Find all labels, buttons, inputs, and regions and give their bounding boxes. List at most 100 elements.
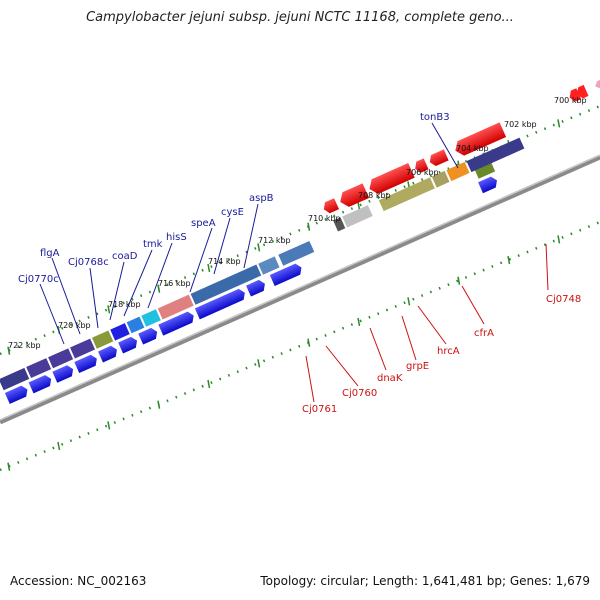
reverse-leaders — [305, 243, 549, 403]
leader-line — [243, 203, 259, 269]
gene-arrow-reverse — [323, 198, 340, 214]
feature-box — [141, 309, 161, 327]
kbp-label: 706 kbp — [406, 168, 439, 177]
gene-label-dnaK[interactable]: dnaK — [377, 373, 403, 384]
gene-arrow — [98, 345, 117, 363]
gene-label-aspB[interactable]: aspB — [249, 193, 274, 204]
gene-label-cysE[interactable]: cysE — [221, 207, 244, 218]
kbp-label: 704 kbp — [456, 144, 489, 153]
gene-label-tonB3[interactable]: tonB3 — [420, 112, 450, 123]
feature-box — [126, 316, 145, 334]
gene-arrow-reverse — [429, 149, 449, 167]
ruler-tick — [207, 263, 211, 273]
gene-arrow — [74, 354, 97, 374]
kbp-label: 702 kbp — [504, 120, 537, 129]
gene-label-Cj0761[interactable]: Cj0761 — [302, 404, 337, 415]
gene-label-coaD[interactable]: coaD — [112, 251, 138, 262]
feature-box — [258, 256, 280, 275]
gene-arrow-reverse — [455, 122, 507, 156]
ruler-tick — [357, 317, 361, 327]
ruler-tick — [257, 243, 261, 252]
feature-box — [473, 160, 496, 179]
gene-label-speA[interactable]: speA — [191, 218, 216, 229]
feature-box — [91, 330, 114, 349]
kbp-label: 716 kbp — [158, 279, 191, 288]
gene-label-Cj0770c[interactable]: Cj0770c — [18, 274, 59, 285]
feature-box — [466, 137, 525, 173]
leader-line — [109, 261, 125, 321]
forward-leaders — [39, 122, 459, 345]
gene-arrow — [246, 279, 265, 297]
ruler-tick — [157, 400, 161, 409]
feature-box — [378, 177, 435, 212]
kbp-label: 718 kbp — [108, 300, 141, 309]
leader-line — [461, 285, 485, 325]
ruler-tick — [7, 346, 11, 355]
forward-features — [0, 160, 497, 404]
gene-label-Cj0760[interactable]: Cj0760 — [342, 388, 377, 399]
gene-arrow — [158, 311, 194, 336]
kbp-label: 700 kbp — [554, 96, 587, 105]
reverse-features — [323, 77, 600, 232]
leader-line — [325, 345, 359, 387]
feature-box — [157, 294, 194, 320]
feature-box — [446, 161, 470, 182]
kbp-label: 720 kbp — [58, 321, 91, 330]
gene-label-grpE[interactable]: grpE — [406, 361, 429, 372]
accession-text: Accession: NC_002163 — [10, 574, 147, 588]
ruler-tick — [307, 338, 311, 347]
ruler-tick — [557, 119, 561, 128]
gene-arrow — [28, 375, 52, 394]
feature-box — [342, 205, 373, 228]
leader-line — [431, 122, 459, 169]
gene-label-flgA[interactable]: flgA — [40, 248, 60, 259]
gene-arrow — [194, 288, 245, 320]
gene-label-tmk[interactable]: tmk — [143, 239, 163, 250]
leader-line — [401, 315, 417, 361]
genome-summary-text: Topology: circular; Length: 1,641,481 bp… — [260, 574, 590, 588]
leader-line — [147, 242, 173, 309]
gene-label-cfrA[interactable]: cfrA — [474, 328, 494, 339]
gene-arrow-reverse — [595, 77, 600, 89]
gene-arrow — [478, 176, 497, 194]
ruler-tick — [307, 222, 311, 231]
genome-backbone-shade — [0, 154, 600, 421]
gene-label-Cj0768c[interactable]: Cj0768c — [68, 257, 109, 268]
leader-line — [213, 217, 231, 275]
feature-box — [110, 323, 130, 341]
kbp-label: 714 kbp — [208, 257, 241, 266]
ruler-tick — [257, 359, 261, 368]
ruler-tick — [57, 441, 61, 451]
kbp-label: 722 kbp — [8, 341, 41, 350]
kbp-labels: 700 kbp 702 kbp 704 kbp 706 kbp 708 kbp … — [8, 96, 587, 350]
genome-backbone — [0, 154, 600, 425]
ruler-tick — [157, 284, 161, 293]
kbp-label: 708 kbp — [358, 191, 391, 200]
gene-arrow-reverse — [576, 84, 589, 99]
ruler-tick — [557, 235, 561, 244]
leader-line — [89, 267, 99, 329]
leader-line — [51, 257, 81, 335]
feature-box — [278, 240, 315, 266]
leader-line — [305, 355, 315, 403]
ruler-tick — [107, 421, 111, 430]
leader-line — [369, 327, 387, 371]
kbp-label: 710 kbp — [308, 214, 341, 223]
gene-label-hrcA[interactable]: hrcA — [437, 346, 460, 357]
feature-box — [333, 217, 346, 232]
ruler-tick — [207, 379, 211, 389]
feature-box — [26, 358, 52, 379]
gene-arrow-reverse — [369, 163, 415, 194]
leader-line — [39, 283, 65, 345]
kbp-label: 712 kbp — [258, 236, 291, 245]
gene-arrow-reverse — [415, 158, 429, 173]
feature-box — [431, 170, 450, 188]
gene-arrow — [269, 263, 302, 286]
feature-box — [0, 367, 30, 391]
gene-label-hisS[interactable]: hisS — [166, 232, 187, 243]
gene-arrow — [4, 385, 28, 404]
gene-arrow-reverse — [569, 88, 582, 102]
ruler-tick — [507, 255, 511, 265]
gene-label-Cj0748[interactable]: Cj0748 — [546, 294, 581, 305]
